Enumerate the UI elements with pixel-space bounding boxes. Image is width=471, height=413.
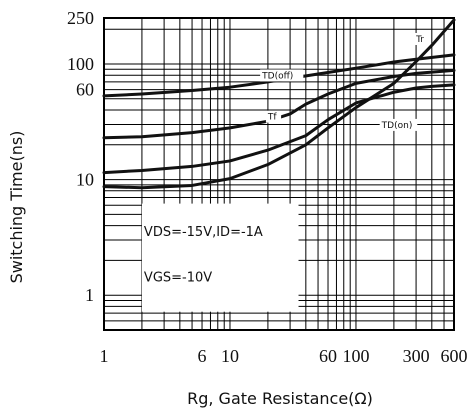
y-tick-label: 250 bbox=[67, 8, 94, 28]
series-label-background bbox=[414, 32, 430, 45]
series-line-td-on- bbox=[102, 83, 456, 175]
test-condition-text: VGS=-10V bbox=[144, 271, 212, 286]
series-line-tf bbox=[102, 68, 456, 140]
series-label-tf: Tf bbox=[267, 113, 277, 123]
x-tick-label: 300 bbox=[403, 346, 430, 366]
x-tick-label: 60 bbox=[319, 346, 337, 366]
series-label-tr: Tr bbox=[415, 35, 424, 45]
series-line-tr bbox=[102, 18, 456, 190]
series-label-background bbox=[260, 69, 304, 82]
y-axis-label: Switching Time(ns) bbox=[7, 131, 26, 284]
x-axis-label: Rg, Gate Resistance(Ω) bbox=[187, 389, 373, 408]
y-tick-label: 1 bbox=[85, 285, 94, 305]
annotation-layer: VDS=-15V,ID=-1A VGS=-10V bbox=[144, 225, 263, 286]
series-label-td-off-: TD(off) bbox=[261, 71, 293, 81]
series-label-background bbox=[265, 110, 282, 123]
series-label-td-on-: TD(on) bbox=[381, 121, 413, 131]
x-tick-label: 6 bbox=[198, 346, 207, 366]
test-condition-text: VDS=-15V,ID=-1A bbox=[144, 225, 263, 240]
y-tick-label: 100 bbox=[67, 54, 94, 74]
x-tick-label: 10 bbox=[221, 346, 239, 366]
series-layer bbox=[102, 18, 456, 190]
x-tick-label: 600 bbox=[441, 346, 468, 366]
y-tick-label: 10 bbox=[76, 170, 94, 190]
x-tick-label: 1 bbox=[100, 346, 109, 366]
series-label-layer: Tr TD(off) Tf TD(on) bbox=[260, 32, 430, 131]
annotation-background bbox=[141, 203, 299, 312]
y-tick-label: 60 bbox=[76, 80, 94, 100]
series-label-background bbox=[379, 118, 418, 131]
x-tick-label: 100 bbox=[342, 346, 369, 366]
